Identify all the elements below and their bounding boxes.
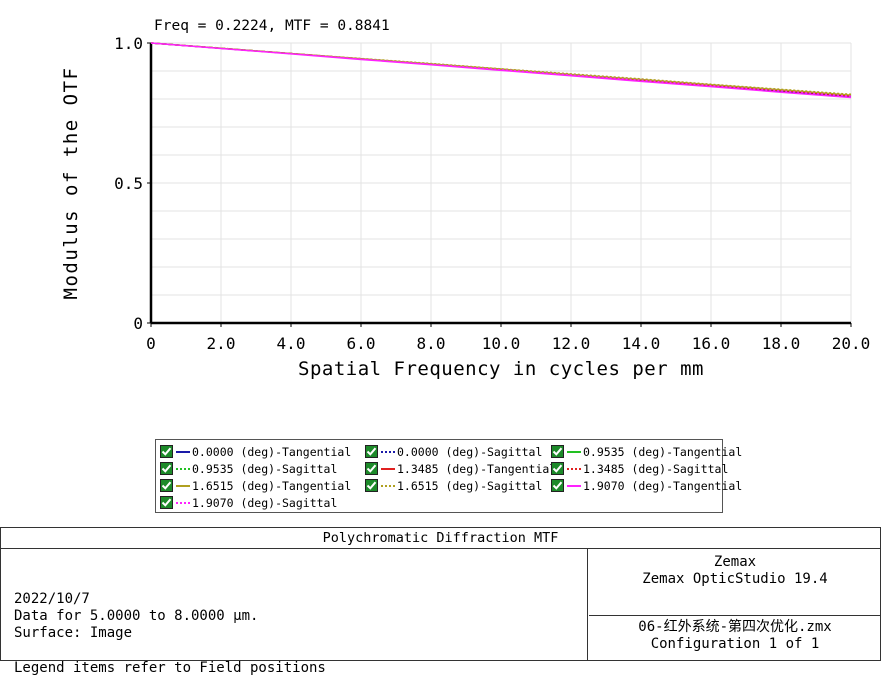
- legend-item[interactable]: 1.9070 (deg)-Tangential: [551, 477, 742, 494]
- legend-label: 0.0000 (deg)-Tangential: [192, 444, 352, 459]
- legend-label: 0.9535 (deg)-Tangential: [583, 444, 743, 459]
- tick-labels: 0 2.0 4.0 6.0 8.0 10.0 12.0 14.0 16.0 18.0 20.0 0 0.…: [114, 34, 870, 353]
- info-company: Zemax: [713, 554, 757, 570]
- x-tick-label: 10.0: [482, 334, 521, 353]
- info-left-panel: 2022/10/7 Data for 5.0000 to 8.0000 µm. …: [1, 549, 588, 676]
- legend-swatch: [176, 501, 190, 504]
- y-axis-label: Modulus of the OTF: [60, 67, 82, 300]
- info-panel: Polychromatic Diffraction MTF 2022/10/7 …: [0, 527, 881, 676]
- y-tick-label: 0: [133, 314, 143, 333]
- legend-swatch: [381, 450, 395, 453]
- legend-swatch: [567, 467, 581, 470]
- mtf-chart: 0 2.0 4.0 6.0 8.0 10.0 12.0 14.0 16.0 18.0 20.0 0 0.…: [60, 18, 870, 380]
- checkbox-checked-icon[interactable]: [551, 445, 564, 458]
- legend-item[interactable]: 0.0000 (deg)-Tangential: [160, 443, 365, 460]
- checkbox-checked-icon[interactable]: [160, 479, 173, 492]
- legend-swatch: [567, 450, 581, 453]
- analysis-title: Polychromatic Diffraction MTF: [1, 528, 880, 549]
- legend-item[interactable]: 0.0000 (deg)-Sagittal: [365, 443, 551, 460]
- series-line-10: [150, 42, 852, 97]
- checkbox-checked-icon[interactable]: [160, 445, 173, 458]
- info-data-range: Data for 5.0000 to 8.0000 µm.: [14, 608, 259, 624]
- checkbox-checked-icon[interactable]: [160, 462, 173, 475]
- legend-swatch: [381, 467, 395, 470]
- info-filename: 06-红外系统-第四次优化.zmx: [638, 619, 832, 635]
- x-tick-label: 0: [146, 334, 156, 353]
- info-file-panel: 06-红外系统-第四次优化.zmx Configuration 1 of 1: [589, 616, 881, 664]
- legend-swatch: [381, 484, 395, 487]
- legend-swatch: [567, 484, 581, 487]
- checkbox-checked-icon[interactable]: [365, 479, 378, 492]
- legend-label: 0.0000 (deg)-Sagittal: [397, 444, 543, 459]
- x-tick-label: 2.0: [207, 334, 236, 353]
- legend-swatch: [176, 484, 190, 487]
- legend: 0.0000 (deg)-Tangential 0.0000 (deg)-Sagi…: [155, 439, 742, 513]
- legend-item[interactable]: 1.9070 (deg)-Sagittal: [160, 494, 365, 511]
- x-tick-label: 14.0: [622, 334, 661, 353]
- checkbox-checked-icon[interactable]: [160, 496, 173, 509]
- legend-grid: 0.0000 (deg)-Tangential 0.0000 (deg)-Sagi…: [156, 443, 742, 511]
- y-tick-label: 0.5: [114, 174, 143, 193]
- legend-swatch: [176, 467, 190, 470]
- legend-label: 0.9535 (deg)-Sagittal: [192, 461, 338, 476]
- checkbox-checked-icon[interactable]: [365, 445, 378, 458]
- info-company-panel: Zemax Zemax OpticStudio 19.4: [589, 549, 881, 616]
- info-product: Zemax OpticStudio 19.4: [642, 571, 828, 587]
- x-tick-label: 6.0: [347, 334, 376, 353]
- legend-label: 1.3485 (deg)-Tangential: [397, 461, 557, 476]
- info-surface: Surface: Image: [14, 625, 133, 641]
- info-configuration: Configuration 1 of 1: [650, 636, 820, 652]
- info-date: 2022/10/7: [14, 591, 90, 607]
- x-tick-label: 4.0: [277, 334, 306, 353]
- legend-label: 1.6515 (deg)-Sagittal: [397, 478, 543, 493]
- checkbox-checked-icon[interactable]: [365, 462, 378, 475]
- x-tick-label: 16.0: [692, 334, 731, 353]
- x-tick-label: 8.0: [417, 334, 446, 353]
- series-lines: [150, 42, 852, 99]
- legend-label: 1.3485 (deg)-Sagittal: [583, 461, 729, 476]
- y-tick-label: 1.0: [114, 34, 143, 53]
- legend-item[interactable]: 0.9535 (deg)-Sagittal: [160, 460, 365, 477]
- legend-item[interactable]: 1.3485 (deg)-Sagittal: [551, 460, 728, 477]
- legend-item[interactable]: 1.3485 (deg)-Tangential: [365, 460, 556, 477]
- cursor-readout: Freq = 0.2224, MTF = 0.8841: [154, 18, 390, 34]
- legend-label: 1.9070 (deg)-Sagittal: [192, 495, 338, 510]
- legend-swatch: [176, 450, 190, 453]
- checkbox-checked-icon[interactable]: [551, 479, 564, 492]
- x-axis-label: Spatial Frequency in cycles per mm: [298, 358, 704, 380]
- legend-label: 1.9070 (deg)-Tangential: [583, 478, 743, 493]
- legend-item[interactable]: 0.9535 (deg)-Tangential: [551, 443, 742, 460]
- x-tick-label: 20.0: [832, 334, 871, 353]
- x-tick-label: 18.0: [762, 334, 801, 353]
- grid-lines: [151, 42, 852, 323]
- info-legend-note: Legend items refer to Field positions: [14, 660, 326, 676]
- legend-item[interactable]: 1.6515 (deg)-Sagittal: [365, 477, 551, 494]
- legend-label: 1.6515 (deg)-Tangential: [192, 478, 352, 493]
- x-tick-label: 12.0: [552, 334, 591, 353]
- legend-item[interactable]: 1.6515 (deg)-Tangential: [160, 477, 365, 494]
- checkbox-checked-icon[interactable]: [551, 462, 564, 475]
